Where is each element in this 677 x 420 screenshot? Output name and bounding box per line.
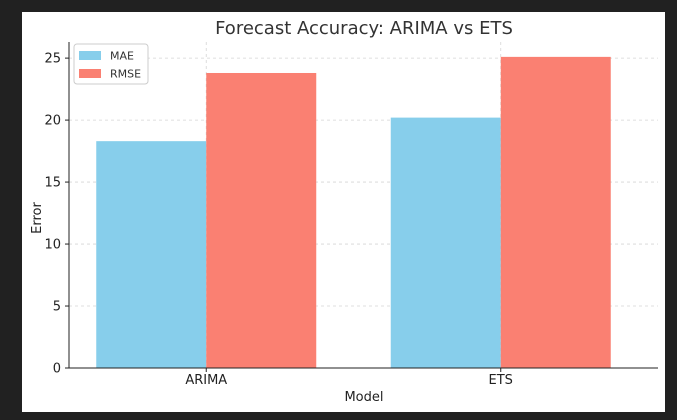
y-axis-label: Error	[30, 202, 45, 234]
y-tick-label: 0	[53, 362, 61, 377]
legend-swatch-mae	[79, 51, 101, 60]
bar-mae-arima	[96, 141, 207, 368]
chart-title: Forecast Accuracy: ARIMA vs ETS	[215, 18, 513, 39]
legend-swatch-rmse	[79, 69, 101, 78]
bar-rmse-arima	[206, 72, 317, 369]
y-tick-label: 5	[53, 300, 61, 315]
legend-label-mae: MAE	[110, 50, 134, 63]
axes	[68, 42, 658, 369]
x-tick-label: ARIMA	[185, 373, 227, 388]
bar-mae-ets	[390, 117, 501, 368]
legend: MAE RMSE	[73, 43, 149, 85]
y-tick-label: 15	[44, 176, 61, 191]
x-tick-label: ETS	[489, 373, 513, 388]
chart-canvas: Forecast Accuracy: ARIMA vs ETS 0 5 10 15 20…	[22, 12, 665, 412]
bars	[96, 56, 611, 369]
y-tick-label: 10	[44, 238, 61, 253]
bar-chart: Forecast Accuracy: ARIMA vs ETS 0 5 10 15 20…	[30, 18, 658, 405]
y-tick-label: 25	[44, 52, 61, 67]
legend-label-rmse: RMSE	[110, 68, 141, 81]
y-ticks: 0 5 10 15 20 25	[44, 52, 69, 377]
y-tick-label: 20	[44, 114, 61, 129]
bar-rmse-ets	[500, 56, 611, 369]
x-axis-label: Model	[344, 390, 383, 405]
x-ticks: ARIMA ETS	[185, 368, 513, 388]
